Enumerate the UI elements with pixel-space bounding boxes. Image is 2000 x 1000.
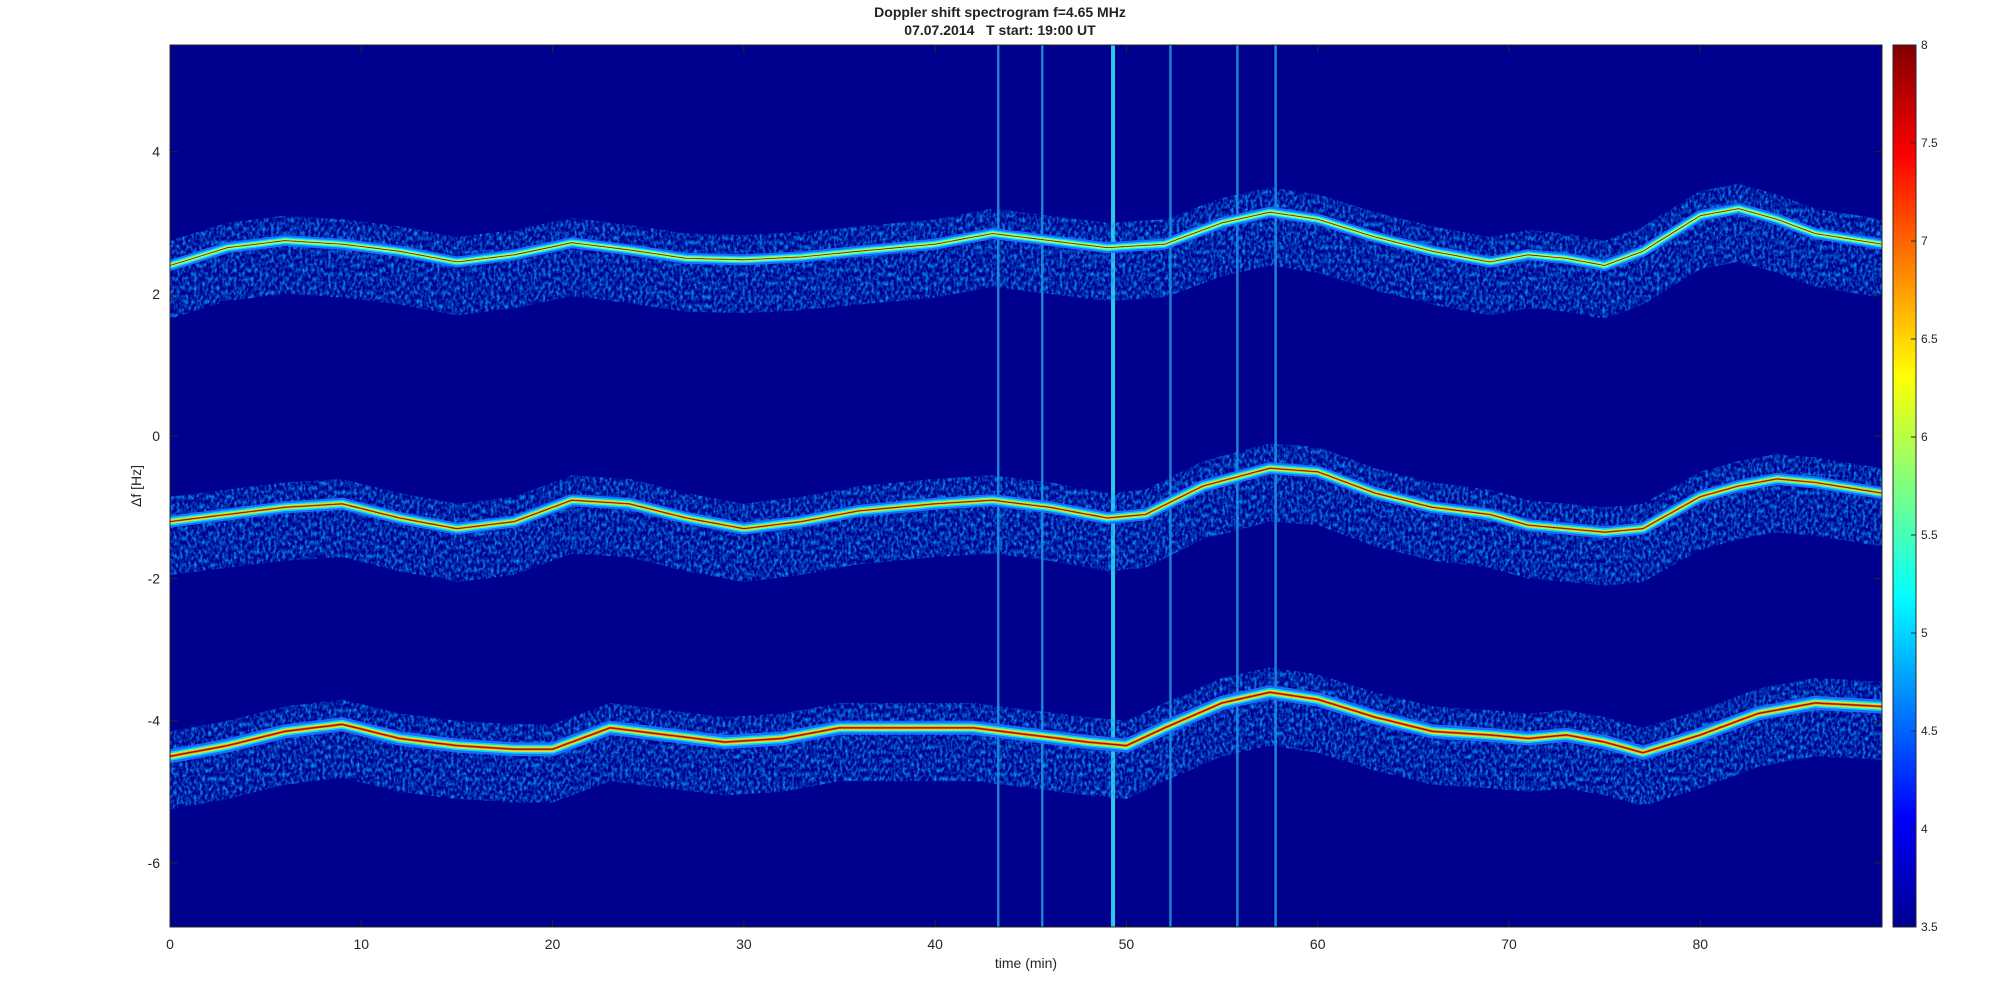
trace-ridge-line (170, 208, 1882, 266)
colorbar-tick-label: 4.5 (1921, 724, 1938, 738)
y-axis: 4 2 0 -2 -4 -6 (148, 144, 1882, 871)
x-tick-label: 70 (1501, 936, 1517, 952)
colorbar-tick-label: 7 (1921, 234, 1928, 248)
y-tick-label: -6 (148, 855, 161, 871)
colorbar-tick-label: 3.5 (1921, 920, 1938, 934)
colorbar-gradient (1892, 44, 1917, 928)
colorbar: 8 7.5 7 6.5 6 5.5 5 4.5 4 3.5 (1892, 38, 1938, 934)
plot-content (170, 45, 1882, 927)
colorbar-tick-label: 8 (1921, 38, 1928, 52)
x-tick-label: 40 (927, 936, 943, 952)
x-tick-label: 10 (353, 936, 369, 952)
trace-ridge-line (170, 691, 1882, 757)
trace-group (170, 183, 1882, 319)
trace-halo (170, 183, 1882, 319)
x-tick-label: 50 (1119, 936, 1135, 952)
trace-halo (170, 443, 1882, 586)
plot-frame (169, 44, 1883, 928)
interference-line (1111, 45, 1116, 927)
chart-title-block: Doppler shift spectrogram f=4.65 MHz 07.… (0, 3, 2000, 39)
trace-ridge-line (170, 467, 1882, 533)
x-tick-label: 20 (545, 936, 561, 952)
colorbar-tick-label: 5.5 (1921, 528, 1938, 542)
colorbar-tick-label: 4 (1921, 822, 1928, 836)
colorbar-tick-label: 7.5 (1921, 136, 1938, 150)
x-tick-label: 30 (736, 936, 752, 952)
colorbar-tick-label: 6.5 (1921, 332, 1938, 346)
trace-group (170, 443, 1882, 586)
x-tick-label: 60 (1310, 936, 1326, 952)
colorbar-tick-label: 5 (1921, 626, 1928, 640)
colorbar-tick-label: 6 (1921, 430, 1928, 444)
y-tick-label: -2 (148, 570, 161, 586)
chart-subtitle: 07.07.2014 T start: 19:00 UT (904, 22, 1096, 38)
x-tick-label: 80 (1692, 936, 1708, 952)
y-tick-label: 2 (152, 286, 160, 302)
trace-group (170, 667, 1882, 810)
x-tick-label: 0 (166, 936, 174, 952)
y-tick-label: 0 (152, 428, 160, 444)
x-axis: 0 10 20 30 40 50 60 70 80 (166, 45, 1708, 952)
y-tick-label: -4 (148, 713, 161, 729)
x-axis-label: time (min) (995, 955, 1057, 971)
y-axis-label: Δf [Hz] (128, 465, 144, 507)
y-tick-label: 4 (152, 144, 160, 160)
chart-title: Doppler shift spectrogram f=4.65 MHz (874, 4, 1126, 20)
